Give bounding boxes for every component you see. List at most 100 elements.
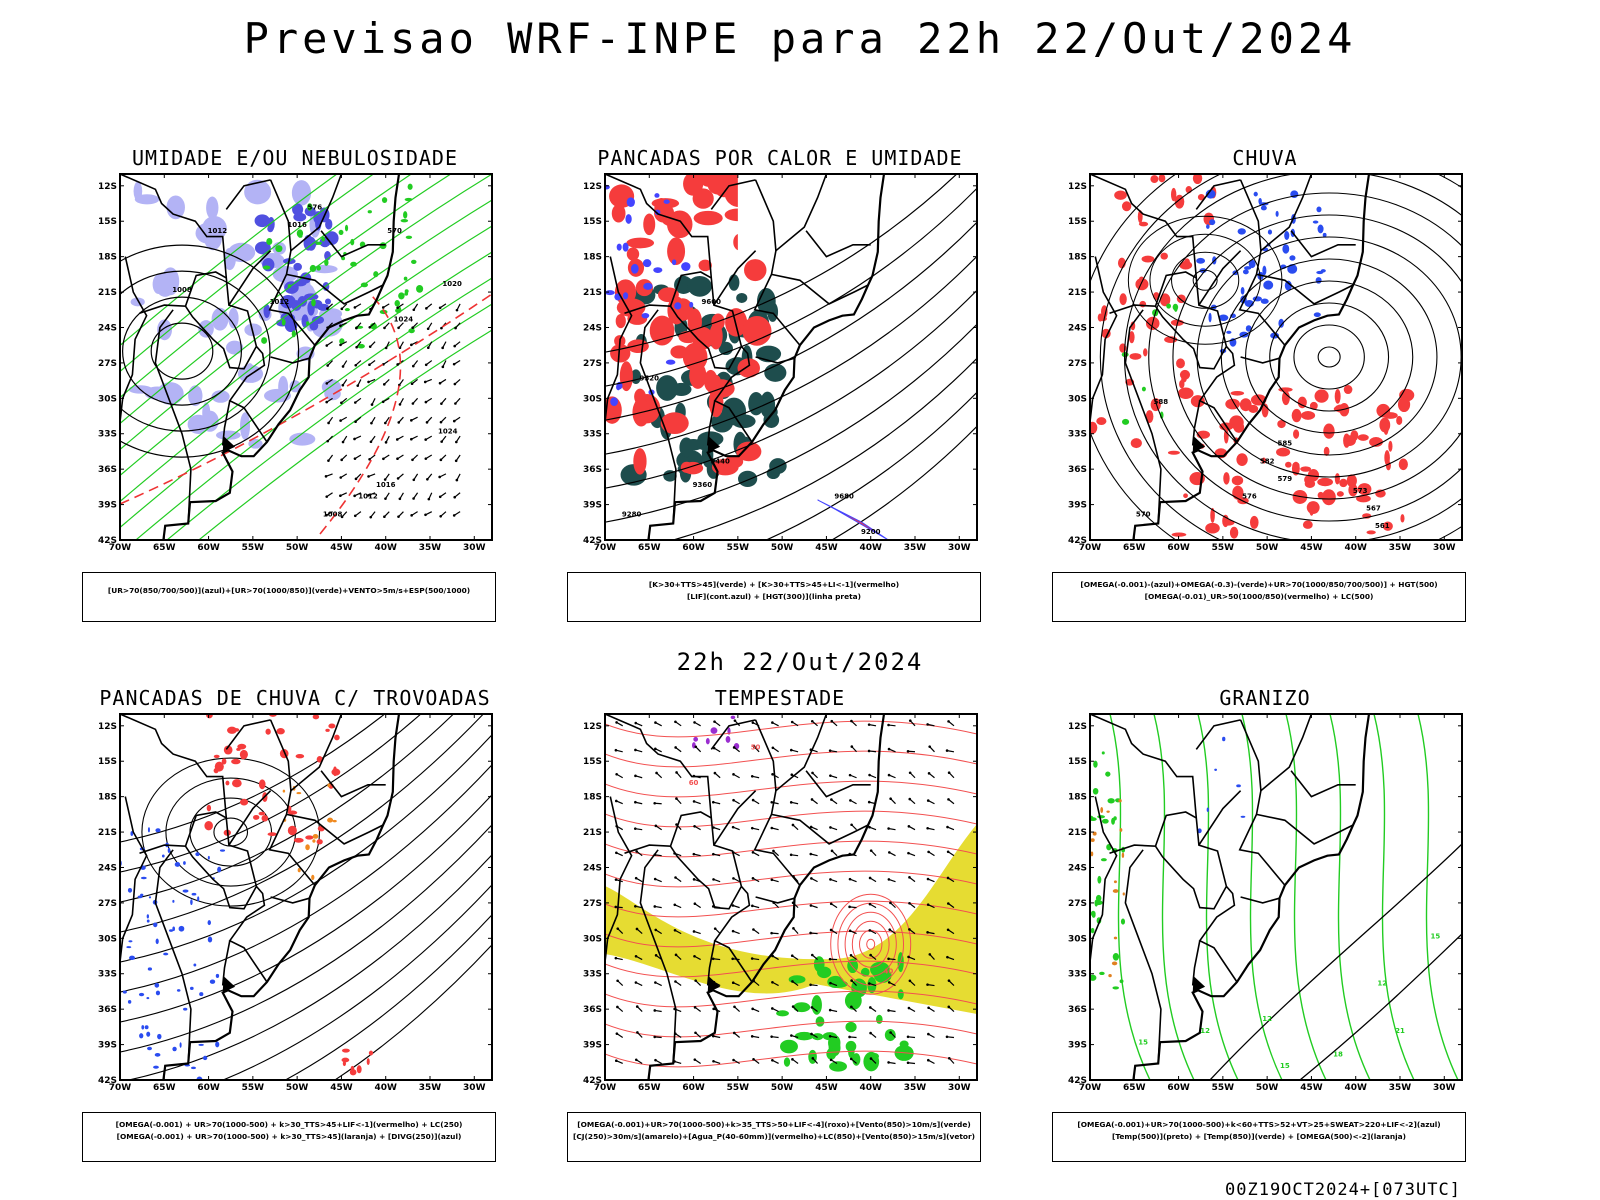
wind-vector-head [946, 825, 949, 829]
omega-area [1262, 265, 1267, 276]
wind-vector-head [887, 773, 891, 777]
wind-vector-head [674, 953, 678, 957]
wind-vector-head [453, 344, 457, 348]
humidity-lower-area [398, 292, 405, 300]
shower-area [312, 834, 319, 839]
lat-label: 12S [98, 722, 117, 732]
shower-area [305, 844, 310, 851]
wind-vector-head [327, 459, 330, 462]
lifted-index-contour [616, 384, 621, 391]
lon-label: 35W [904, 543, 927, 553]
moisture-contour [605, 810, 977, 828]
humidity-upper-area [211, 390, 230, 403]
lat-label: 15S [98, 217, 117, 227]
hail-area [1240, 815, 1246, 818]
wind-vector-head [927, 1032, 930, 1036]
wind-vector-head [712, 800, 715, 804]
wind-vector-head [906, 749, 910, 753]
wind-vector-head [452, 419, 456, 423]
wind-vector-head [887, 1061, 890, 1064]
humidity-lower-area [315, 241, 323, 245]
wind-vector-head [828, 957, 832, 961]
country-border [225, 179, 271, 210]
lon-label: 55W [242, 543, 265, 553]
rain-area [1285, 461, 1292, 468]
wind-vector-head [410, 514, 413, 517]
omega-500-area [1090, 851, 1094, 857]
wind-vector-head [926, 723, 929, 726]
wind-vector-head [693, 902, 697, 905]
strong-wind-area [783, 1057, 791, 1067]
height-contour [1293, 324, 1365, 390]
rain-area [1398, 458, 1408, 471]
temperature-850-contour [1091, 911, 1096, 918]
wind-vector-head [849, 799, 852, 802]
humidity-upper-area [227, 242, 256, 263]
instability-area [680, 461, 693, 473]
rain-area [1400, 514, 1405, 523]
wind-vector-head [424, 457, 428, 460]
lat-label: 30S [583, 934, 602, 944]
streamline [120, 793, 492, 1023]
instability-area [742, 316, 772, 346]
humidity-lower-area [307, 203, 313, 211]
wind-vector-head [326, 439, 329, 443]
thunderstorm-area [227, 726, 237, 734]
strong-omega-area [1141, 386, 1146, 392]
contour-label: 570 [387, 227, 402, 235]
divergence-area [219, 849, 226, 852]
omega-area [1218, 314, 1229, 321]
lat-label: 33S [98, 430, 117, 440]
wind-vector-head [370, 421, 373, 425]
wind-vector-head [789, 853, 793, 857]
wind-vector-head [675, 771, 678, 774]
moisture-contour [851, 920, 890, 968]
humidity-core-area [267, 225, 274, 233]
strong-omega-area [1172, 303, 1179, 311]
lon-label: 60W [682, 543, 705, 553]
divergence-area [207, 920, 211, 926]
wind-vector-head [410, 343, 413, 347]
omega-500-area [1113, 936, 1118, 940]
panel-granizo: GRANIZO 15 12 12 15 18 21 12 15 12S 15S 18S 21S 24S 2… [1050, 686, 1480, 1162]
wind-vector-head [441, 365, 445, 369]
omega-area [1315, 277, 1322, 284]
lifted-index-contour [665, 359, 676, 365]
wind-vector-head [616, 979, 619, 983]
divergence-area [172, 1046, 177, 1052]
clear-area [737, 174, 977, 254]
wind-vector-head [887, 957, 890, 961]
thunderstorm-area [287, 825, 297, 836]
coastline [647, 173, 886, 541]
wind-vector-head [946, 928, 950, 932]
wind-vector-head [440, 440, 443, 443]
divergence-area [190, 899, 193, 906]
humidity-core-area [313, 211, 324, 225]
wind-vector-head [830, 719, 834, 723]
lifted-index-contour [616, 243, 622, 251]
wind-vector-head [848, 1035, 851, 1039]
moisture-contour [605, 750, 977, 768]
wind-vector-head [412, 308, 416, 312]
omega-area [1208, 312, 1212, 323]
wind-vector-head [368, 326, 372, 329]
contour-label: 570 [1136, 510, 1151, 518]
divergence-area [207, 936, 213, 943]
lat-label: 33S [583, 430, 602, 440]
map-pancadas-calor: 9600 9520 9440 9360 9280 9200 9680 12S 15S 18S 21S… [583, 173, 978, 553]
lon-label: 65W [1123, 543, 1146, 553]
lon-label: 65W [638, 1083, 661, 1093]
strong-wind-area [811, 995, 822, 1015]
country-border [1195, 719, 1241, 750]
lat-label: 42S [1068, 1076, 1087, 1086]
wind-vector-head [354, 420, 357, 424]
lifted-index-contour [622, 292, 629, 300]
contour-label: 9680 [834, 493, 854, 501]
rain-area [1397, 396, 1411, 413]
wind-vector-head [412, 478, 416, 482]
strong-wind-area [876, 1014, 883, 1024]
thunderstorm-area [223, 745, 233, 755]
wind-vector-head [791, 1058, 794, 1061]
rain-area [1304, 474, 1315, 485]
wind-vector-head [771, 1059, 774, 1062]
